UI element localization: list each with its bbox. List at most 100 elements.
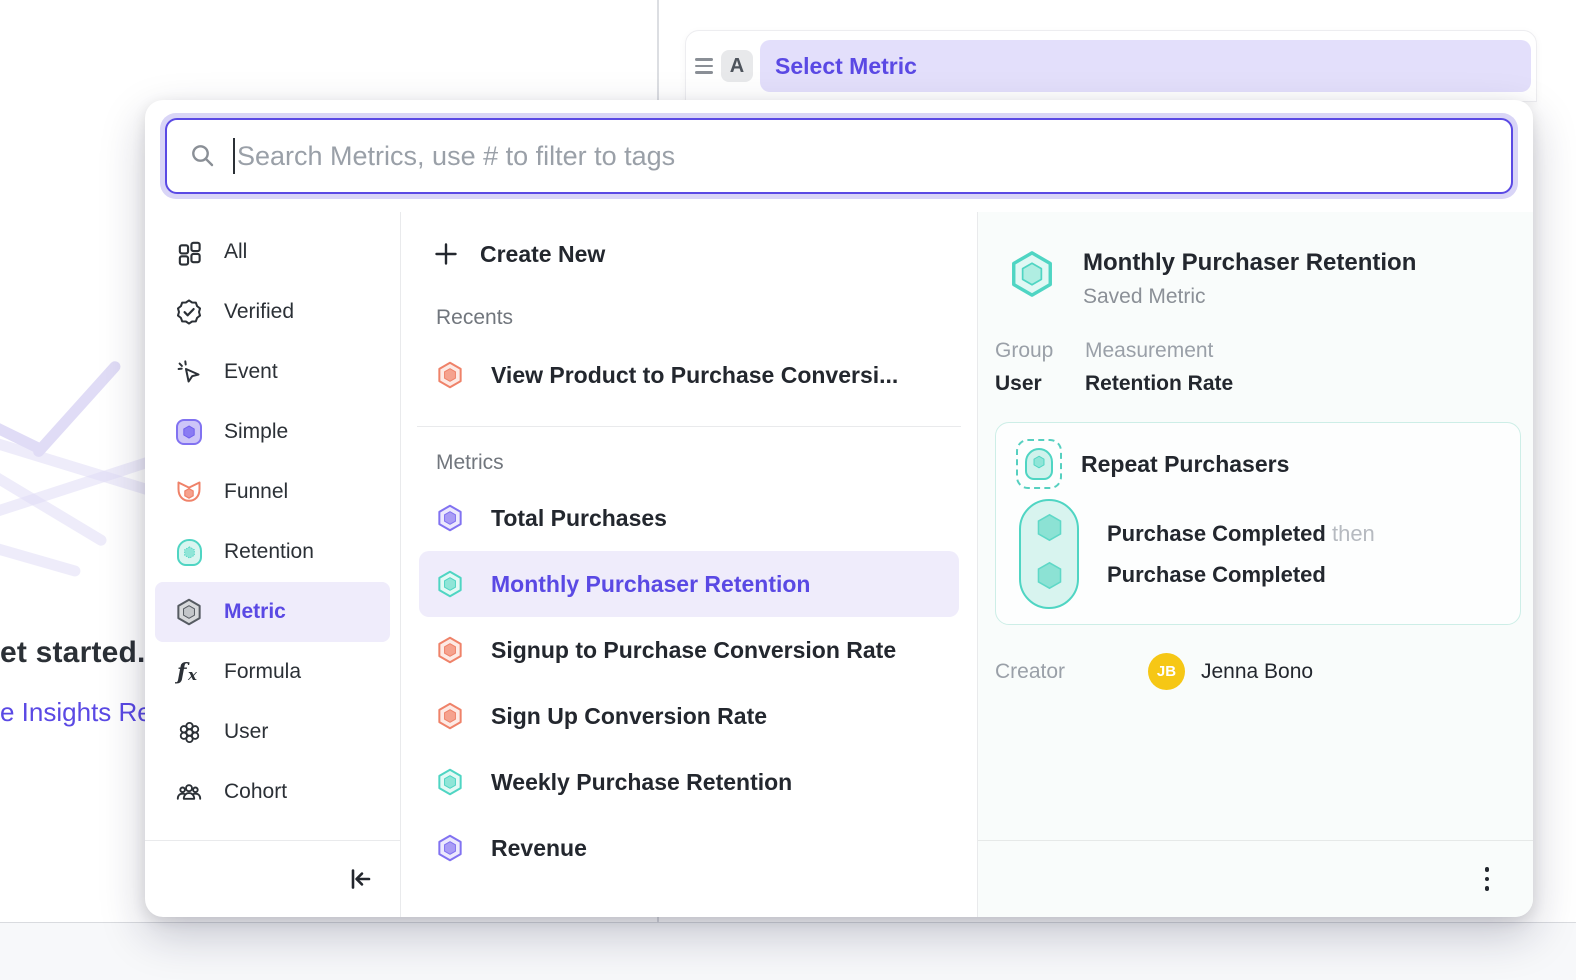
sidebar-item-label: Simple xyxy=(224,420,289,443)
measurement-value: Retention Rate xyxy=(1085,372,1234,395)
hex-orange-icon xyxy=(436,361,464,389)
search-focus-ring xyxy=(160,113,1518,199)
saved-metric-hexagon-icon xyxy=(1008,250,1056,303)
create-new-button[interactable]: Create New xyxy=(401,226,977,282)
recents-header: Recents xyxy=(436,306,514,329)
cohort-people-icon xyxy=(175,778,203,806)
search-input[interactable] xyxy=(237,140,1489,172)
event-cursor-icon xyxy=(175,358,203,386)
modal-body: All Verified Event Simple Funnel Retenti… xyxy=(145,212,1533,917)
metric-row-bar: A Select Metric xyxy=(685,30,1537,102)
search-icon xyxy=(192,145,214,167)
hex-purple-icon xyxy=(436,504,464,532)
event-pair-capsule-icon xyxy=(1019,499,1079,609)
definition-card: Repeat Purchasers Purchase Completed the… xyxy=(995,422,1521,625)
drag-handle-icon[interactable] xyxy=(695,58,717,74)
hex-orange-icon xyxy=(436,702,464,730)
step-1: Purchase Completed xyxy=(1107,521,1326,546)
simple-metric-icon xyxy=(175,418,203,446)
sidebar-item-label: Formula xyxy=(224,660,302,683)
detail-meta: Group User Measurement Retention Rate xyxy=(995,339,1533,396)
collapse-icon xyxy=(351,869,371,889)
sidebar-footer xyxy=(145,840,400,917)
sidebar-item-label: All xyxy=(224,240,248,263)
sidebar-item-label: Funnel xyxy=(224,480,289,503)
canvas-bottom-panel xyxy=(0,922,1576,980)
sidebar-item-funnel[interactable]: Funnel xyxy=(155,462,390,522)
metric-item-weekly-purchase-retention[interactable]: Weekly Purchase Retention xyxy=(419,749,959,815)
sidebar-item-verified[interactable]: Verified xyxy=(155,282,390,342)
metric-item-label: View Product to Purchase Conversi... xyxy=(491,361,899,388)
sidebar-item-label: Cohort xyxy=(224,780,288,803)
sidebar-item-label: User xyxy=(224,720,269,743)
illustration-line xyxy=(0,540,82,578)
metric-item-label: Sign Up Conversion Rate xyxy=(491,702,768,729)
text-caret xyxy=(233,138,235,174)
more-options-button[interactable] xyxy=(1479,861,1496,897)
hex-teal-icon xyxy=(436,570,464,598)
metric-item-monthly-purchaser-retention[interactable]: Monthly Purchaser Retention xyxy=(419,551,959,617)
step-connector: then xyxy=(1331,521,1375,546)
metric-item-revenue[interactable]: Revenue xyxy=(419,815,959,881)
row-label-badge: A xyxy=(721,50,753,82)
sidebar-item-formula[interactable]: ƒ x Formula xyxy=(155,642,390,702)
search-box[interactable] xyxy=(165,118,1513,194)
hex-purple-icon xyxy=(436,834,464,862)
category-list: All Verified Event Simple Funnel Retenti… xyxy=(145,222,400,822)
select-metric-field[interactable]: Select Metric xyxy=(760,40,1531,92)
sidebar-item-label: Metric xyxy=(224,600,286,623)
sidebar-item-user[interactable]: User xyxy=(155,702,390,762)
user-flower-icon xyxy=(175,718,203,746)
creator-label: Creator xyxy=(995,659,1066,683)
verified-badge-icon xyxy=(175,298,203,326)
metrics-list: Total Purchases Monthly Purchaser Retent… xyxy=(401,485,977,881)
metric-item-label: Weekly Purchase Retention xyxy=(491,768,793,795)
recent-item-view-product-to-purchase-conversi[interactable]: View Product to Purchase Conversi... xyxy=(419,342,959,408)
create-new-label: Create New xyxy=(480,240,606,267)
metric-picker-modal: All Verified Event Simple Funnel Retenti… xyxy=(145,100,1533,917)
detail-type-label: Saved Metric xyxy=(1083,285,1206,308)
collapse-sidebar-button[interactable] xyxy=(346,865,374,893)
recents-list: View Product to Purchase Conversi... xyxy=(401,342,977,408)
metric-hexagon-icon xyxy=(175,598,203,626)
sidebar-item-retention[interactable]: Retention xyxy=(155,522,390,582)
category-sidebar: All Verified Event Simple Funnel Retenti… xyxy=(145,212,400,917)
empty-state-headline: et started. xyxy=(0,636,146,669)
metric-list-panel: Create New Recents View Product to Purch… xyxy=(400,212,978,917)
creator-row: Creator JB Jenna Bono xyxy=(995,653,1533,690)
metric-detail-panel: Monthly Purchaser Retention Saved Metric… xyxy=(978,212,1533,917)
sidebar-item-simple[interactable]: Simple xyxy=(155,402,390,462)
creator-name: Jenna Bono xyxy=(1201,659,1314,683)
sidebar-item-label: Verified xyxy=(224,300,295,323)
retention-arch-icon xyxy=(175,538,203,566)
step-2: Purchase Completed xyxy=(1107,562,1326,587)
svg-text:ƒ: ƒ xyxy=(175,659,190,685)
svg-text:x: x xyxy=(187,666,198,684)
metric-item-total-purchases[interactable]: Total Purchases xyxy=(419,485,959,551)
grid-icon xyxy=(175,238,203,266)
sidebar-item-event[interactable]: Event xyxy=(155,342,390,402)
detail-title: Monthly Purchaser Retention xyxy=(1083,249,1417,276)
sidebar-item-label: Retention xyxy=(224,540,314,563)
metric-item-label: Revenue xyxy=(491,834,587,861)
illustration-line xyxy=(30,358,123,460)
sidebar-item-cohort[interactable]: Cohort xyxy=(155,762,390,822)
sidebar-item-label: Event xyxy=(224,360,278,383)
list-divider xyxy=(417,426,961,427)
group-value: User xyxy=(995,372,1042,395)
sidebar-item-all[interactable]: All xyxy=(155,222,390,282)
hex-teal-icon xyxy=(436,768,464,796)
metric-item-sign-up-conversion-rate[interactable]: Sign Up Conversion Rate xyxy=(419,683,959,749)
creator-avatar: JB xyxy=(1148,653,1185,690)
detail-footer xyxy=(978,840,1533,917)
metric-item-signup-to-purchase-conversion-rate[interactable]: Signup to Purchase Conversion Rate xyxy=(419,617,959,683)
hex-orange-icon xyxy=(436,636,464,664)
definition-steps: Purchase Completed then Purchase Complet… xyxy=(1107,513,1375,595)
group-label: Group xyxy=(995,339,1054,362)
metric-item-label: Monthly Purchaser Retention xyxy=(491,570,811,597)
definition-name: Repeat Purchasers xyxy=(1081,450,1290,477)
plus-icon xyxy=(432,241,460,267)
formula-fx-icon: ƒ x xyxy=(175,658,203,686)
insights-report-link[interactable]: e Insights Re xyxy=(0,697,152,727)
sidebar-item-metric[interactable]: Metric xyxy=(155,582,390,642)
